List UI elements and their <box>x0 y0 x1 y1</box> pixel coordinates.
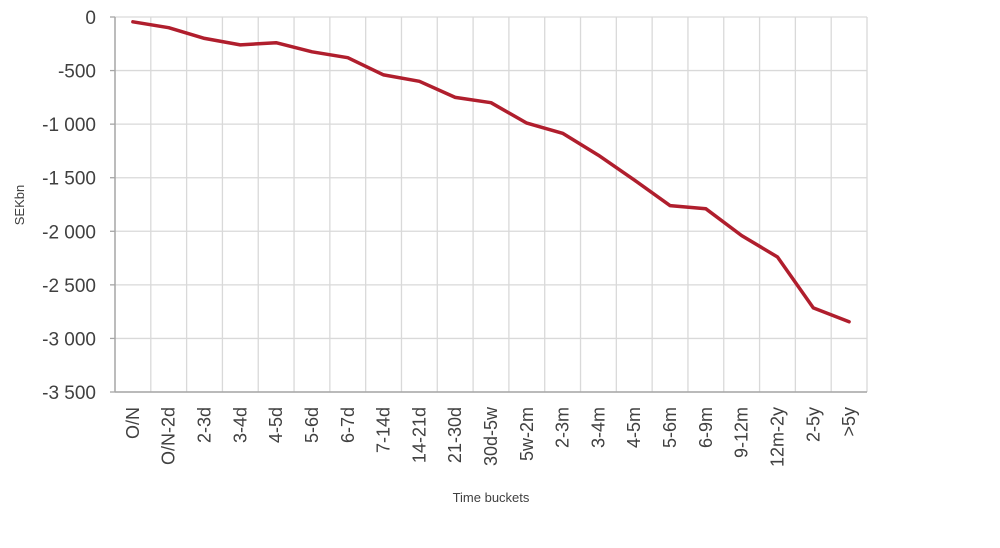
y-axis-title: SEKbn <box>12 185 27 225</box>
y-tick-label: -2 000 <box>42 222 96 243</box>
x-tick-label: O/N <box>123 407 143 439</box>
x-tick-label: 6-9m <box>696 407 716 448</box>
y-tick-label: -1 500 <box>42 169 96 190</box>
y-tick-label: 0 <box>85 8 96 29</box>
x-tick-label: 2-5y <box>803 407 823 442</box>
x-tick-label: 5w-2m <box>517 407 537 461</box>
x-axis-tick-labels: O/N O/N-2d 2-3d 3-4d 4-5d 5-6d 6-7d 7-14d 14-21d… <box>123 406 859 467</box>
x-tick-label: 6-7d <box>338 407 358 443</box>
x-tick-label: 4-5m <box>624 407 644 448</box>
y-tick-label: -3 000 <box>42 329 96 350</box>
gridlines <box>115 16 868 393</box>
axes <box>110 16 867 393</box>
x-tick-label: 5-6d <box>302 407 322 443</box>
x-tick-label: 5-6m <box>660 407 680 448</box>
series-line <box>131 20 851 324</box>
y-tick-label: -3 500 <box>42 383 96 404</box>
x-tick-label: 14-21d <box>409 407 429 463</box>
x-tick-label: 9-12m <box>732 407 752 458</box>
x-tick-label: 30d-5w <box>481 406 501 466</box>
x-tick-label: 4-5d <box>266 407 286 443</box>
x-tick-label: 7-14d <box>374 407 394 453</box>
x-axis-title: Time buckets <box>453 490 530 505</box>
y-tick-label: -500 <box>58 62 96 83</box>
x-tick-label: O/N-2d <box>159 407 179 465</box>
x-tick-label: 2-3m <box>553 407 573 448</box>
x-tick-label: 3-4m <box>588 407 608 448</box>
x-tick-label: 21-30d <box>445 407 465 463</box>
x-tick-label: 12m-2y <box>767 407 787 467</box>
y-tick-label: -1 000 <box>42 115 96 136</box>
x-tick-label: 3-4d <box>230 407 250 443</box>
y-axis-tick-labels: 0 -500 -1 000 -1 500 -2 000 -2 500 -3 000 -3 50… <box>42 8 96 404</box>
y-tick-label: -2 500 <box>42 276 96 297</box>
x-tick-label: 2-3d <box>195 407 215 443</box>
x-tick-label: >5y <box>839 407 859 437</box>
